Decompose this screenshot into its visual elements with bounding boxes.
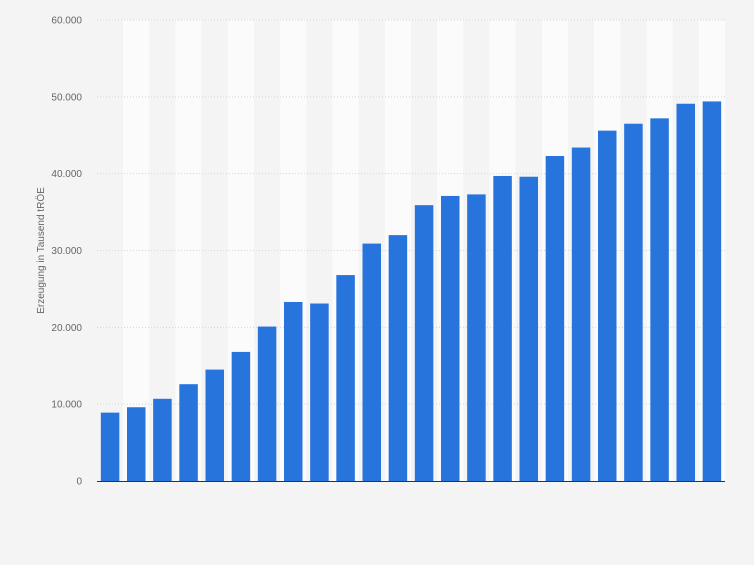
bar[interactable] — [493, 175, 512, 481]
bar[interactable] — [467, 194, 486, 481]
bar[interactable] — [127, 407, 146, 481]
y-tick-label: 50.000 — [51, 92, 82, 103]
y-tick-label: 10.000 — [51, 400, 82, 411]
y-tick-labels: 0 10.000 20.000 30.000 40.000 50.000 60.000 — [51, 16, 82, 488]
bar[interactable] — [650, 118, 669, 481]
bar[interactable] — [441, 195, 460, 481]
bar[interactable] — [388, 235, 408, 481]
bar[interactable] — [519, 176, 539, 482]
bars — [100, 101, 722, 482]
bar[interactable] — [257, 326, 277, 481]
bar[interactable] — [362, 243, 382, 481]
bar[interactable] — [598, 130, 617, 481]
bar[interactable] — [414, 205, 434, 481]
bar[interactable] — [676, 103, 696, 481]
y-tick-label: 30.000 — [51, 246, 82, 257]
bar[interactable] — [100, 412, 120, 481]
bar[interactable] — [310, 303, 329, 481]
bar[interactable] — [231, 351, 251, 481]
bar[interactable] — [284, 301, 303, 481]
y-tick-label: 40.000 — [51, 169, 82, 180]
y-tick-label: 60.000 — [51, 16, 82, 27]
bar[interactable] — [205, 369, 225, 481]
bar[interactable] — [179, 384, 198, 481]
bar[interactable] — [153, 398, 172, 481]
bar[interactable] — [545, 155, 565, 481]
bar[interactable] — [571, 147, 591, 481]
bar[interactable] — [702, 101, 722, 482]
bar[interactable] — [624, 123, 643, 481]
y-axis-label: Erzeugung in Tausend tRÖE — [35, 187, 47, 314]
y-tick-label: 0 — [76, 477, 82, 488]
y-tick-label: 20.000 — [51, 323, 82, 334]
bar[interactable] — [336, 275, 355, 481]
